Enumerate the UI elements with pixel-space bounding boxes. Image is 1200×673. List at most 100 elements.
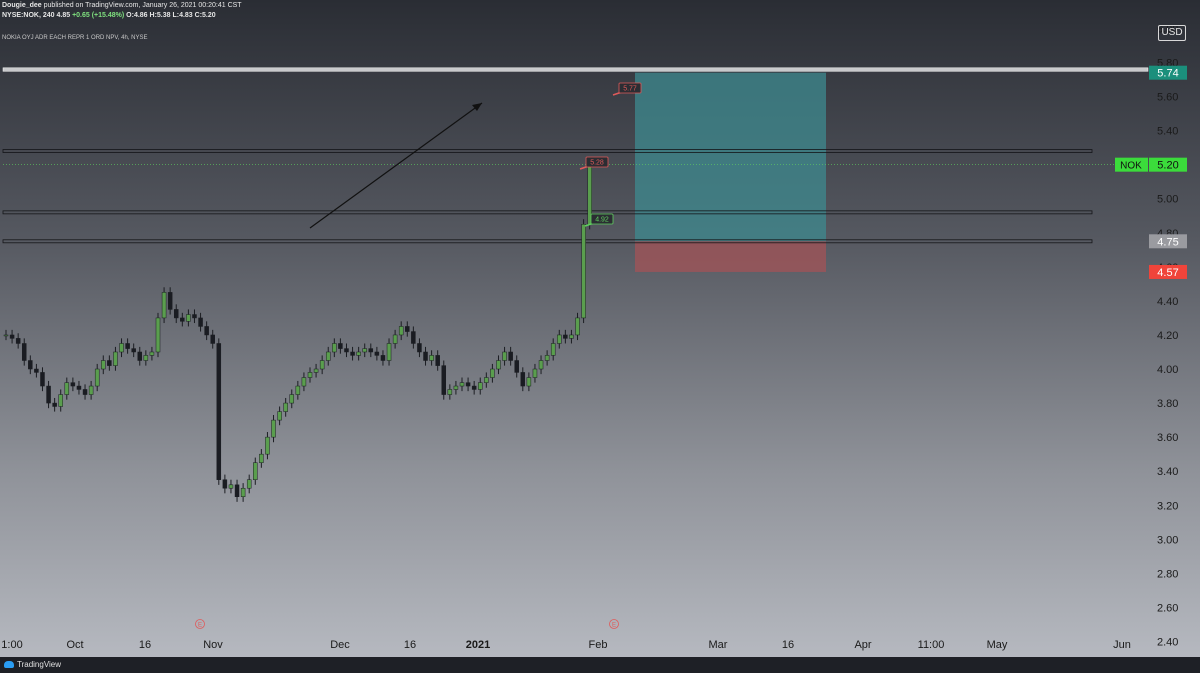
candle-body xyxy=(82,389,88,395)
candle-88 xyxy=(538,355,544,375)
x-tick-label: May xyxy=(987,639,1008,651)
candle-48 xyxy=(295,380,301,400)
x-tick-label: 16 xyxy=(782,639,794,651)
candle-6 xyxy=(40,367,45,392)
candle-body xyxy=(520,372,526,387)
candle-20 xyxy=(125,338,130,354)
candle-body xyxy=(107,360,112,366)
x-tick-label: 16 xyxy=(139,639,151,651)
candle-body xyxy=(386,343,392,361)
candle-body xyxy=(538,360,544,370)
candle-body xyxy=(441,365,447,395)
candle-body xyxy=(514,360,519,373)
candle-body xyxy=(265,436,270,455)
candle-43 xyxy=(265,432,270,460)
candle-body xyxy=(161,292,167,319)
price-callout-label: 5.28 xyxy=(590,160,604,167)
candle-body xyxy=(15,338,21,344)
candle-79 xyxy=(484,372,489,388)
candle-body xyxy=(471,385,477,390)
candle-body xyxy=(575,317,580,336)
author-name[interactable]: Dougie_dee xyxy=(2,2,42,9)
candle-45 xyxy=(277,406,282,426)
candle-74 xyxy=(453,380,459,395)
candle-12 xyxy=(76,380,82,395)
candle-body xyxy=(368,348,374,353)
candle-body xyxy=(319,360,325,370)
candle-body xyxy=(119,343,124,353)
candle-body xyxy=(101,360,106,370)
candle-94 xyxy=(575,312,580,341)
symbol-badge-label: NOK xyxy=(1120,161,1142,172)
y-tick-label: 2.80 xyxy=(1157,568,1178,580)
symbol-description: NOKIA OYJ ADR EACH REPR 1 ORD NPV, 4h, N… xyxy=(2,35,148,41)
candle-series xyxy=(3,159,592,502)
candle-body xyxy=(198,317,203,327)
candle-body xyxy=(532,368,538,378)
candle-body xyxy=(76,385,82,390)
symbol-interval[interactable]: NYSE:NOK, 240 xyxy=(2,12,55,19)
earnings-marker-1 xyxy=(609,619,619,629)
candle-body xyxy=(234,484,240,497)
candle-25 xyxy=(155,312,161,358)
candle-body xyxy=(569,334,574,339)
candle-body xyxy=(52,402,57,407)
candle-65 xyxy=(398,321,404,341)
candle-body xyxy=(143,355,149,361)
candle-body xyxy=(40,372,45,387)
candle-9 xyxy=(58,389,63,412)
candle-body xyxy=(240,487,246,497)
x-tick-label: 1:00 xyxy=(1,639,22,651)
candle-80 xyxy=(490,363,495,383)
candle-37 xyxy=(228,479,234,494)
candle-42 xyxy=(259,449,264,468)
candle-10 xyxy=(64,377,70,400)
candle-body xyxy=(9,334,15,339)
x-tick-label: Jun xyxy=(1113,639,1131,651)
candle-83 xyxy=(508,346,513,366)
candle-46 xyxy=(283,397,288,417)
level-line-0 xyxy=(2,149,1093,153)
candle-body xyxy=(228,484,234,489)
y-tick-label: 4.00 xyxy=(1157,364,1178,376)
candle-body xyxy=(88,385,94,395)
currency-button[interactable]: USD xyxy=(1158,25,1186,41)
candle-44 xyxy=(271,414,276,443)
candle-body xyxy=(192,314,197,319)
candle-body xyxy=(301,377,307,387)
candle-72 xyxy=(441,360,447,400)
candle-59 xyxy=(362,343,367,358)
candle-body xyxy=(332,343,337,353)
y-tick-label: 5.60 xyxy=(1157,92,1178,104)
candle-77 xyxy=(471,380,477,395)
candle-body xyxy=(125,343,130,349)
last-price: 4.85 xyxy=(56,12,71,19)
price-badge-box xyxy=(1149,234,1187,249)
candle-body xyxy=(374,351,380,356)
candle-body xyxy=(465,382,471,387)
candle-18 xyxy=(113,346,118,371)
price-change: +0.65 (+15.48%) xyxy=(72,12,125,19)
candle-body xyxy=(46,385,51,404)
candle-body xyxy=(58,394,63,407)
candle-15 xyxy=(94,363,100,392)
candle-body xyxy=(313,368,319,373)
candle-body xyxy=(70,382,76,387)
candle-body xyxy=(21,343,27,361)
candle-23 xyxy=(143,350,149,366)
candle-body xyxy=(3,334,9,337)
candle-body xyxy=(484,377,489,383)
x-tick-label: Oct xyxy=(66,639,83,651)
price-badge: 5.74 xyxy=(1157,68,1178,80)
chart-header: Dougie_dee published on TradingView.com,… xyxy=(2,1,242,43)
candle-body xyxy=(423,351,428,361)
y-tick-label: 4.40 xyxy=(1157,296,1178,308)
candle-21 xyxy=(131,343,136,358)
earnings-marker-0 xyxy=(195,619,205,629)
candle-body xyxy=(222,479,228,489)
candle-52 xyxy=(319,355,325,375)
brand-name[interactable]: TradingView xyxy=(17,660,62,669)
candle-31 xyxy=(192,309,197,324)
